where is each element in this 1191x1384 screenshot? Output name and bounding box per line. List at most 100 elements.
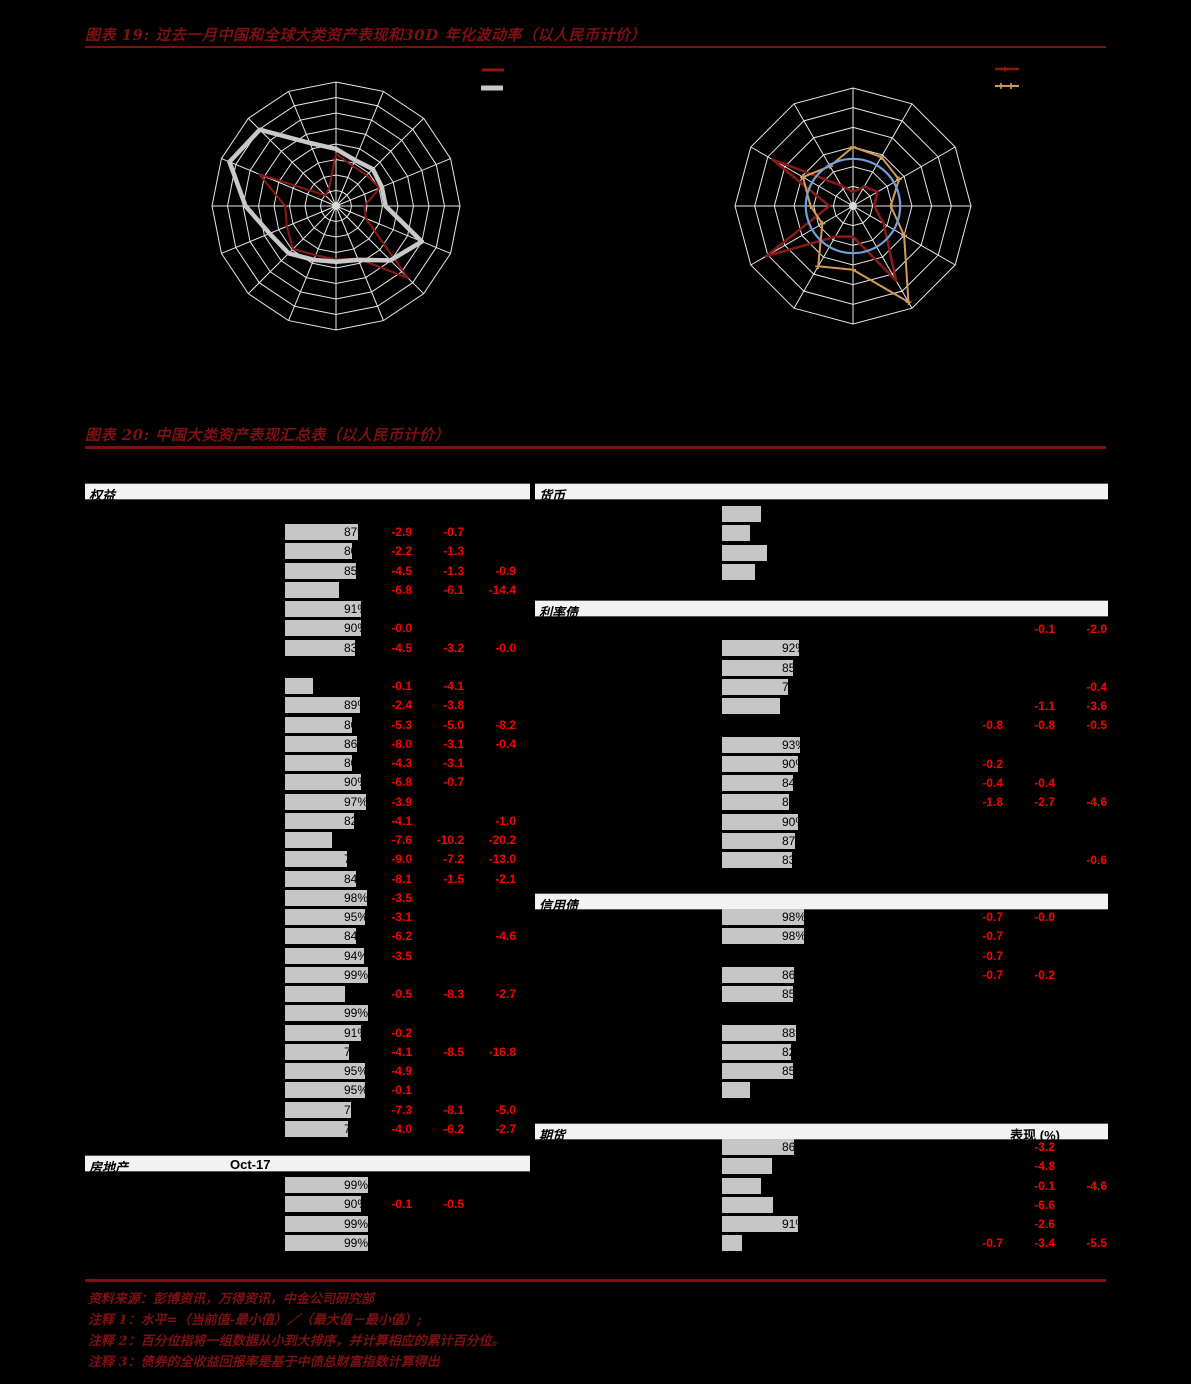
performance-value: -0.8 xyxy=(1034,718,1055,733)
section-header: 房地产 Oct-17 xyxy=(85,1155,530,1176)
percentile-bar: 91% xyxy=(285,1024,362,1041)
table-row: 85% xyxy=(535,658,1108,677)
performance-value: -0.8 xyxy=(982,718,1003,733)
table-row: -7.6 -10.2 -20.2 xyxy=(85,830,530,849)
percentile-bar: 90% xyxy=(285,1196,361,1213)
performance-value: -8.5 xyxy=(443,1044,464,1059)
performance-value: -2.6 xyxy=(1034,1217,1055,1231)
performance-value: -6.8 xyxy=(391,582,412,597)
performance-value: -14.4 xyxy=(488,582,516,597)
section-header: 信用债 xyxy=(535,893,1108,914)
percentile-bar: 85% xyxy=(722,1063,794,1079)
radar-spoke xyxy=(335,91,384,207)
percentile-label xyxy=(722,1197,773,1213)
table-row: 79% -0.4 xyxy=(535,677,1108,696)
table-row: 85% xyxy=(535,984,1108,1003)
percentile-label: 88% xyxy=(781,1025,796,1040)
section-label: 货币 xyxy=(539,489,566,504)
performance-value: -6.6 xyxy=(1034,1197,1055,1212)
percentile-label: 85% xyxy=(781,660,794,675)
percentile-label: 91% xyxy=(343,602,361,616)
percentile-bar: 91% xyxy=(285,601,362,617)
performance-value: -2.2 xyxy=(391,544,412,559)
plus-marker xyxy=(819,220,826,227)
percentile-label: 82% xyxy=(343,813,354,828)
percentile-bar: 75% xyxy=(285,1120,348,1137)
percentile-label xyxy=(285,986,345,1002)
percentile-bar: 79% xyxy=(285,1101,352,1118)
performance-value: -13.0 xyxy=(488,852,516,867)
table-row: 87% -2.9 -0.7 xyxy=(85,522,530,541)
percentile-label xyxy=(722,1082,750,1098)
table-row: 89% -2.4 -3.8 xyxy=(85,695,530,714)
performance-value: -0.5 xyxy=(1086,718,1107,733)
percentile-label: 84% xyxy=(781,776,793,790)
percentile-label: 84% xyxy=(343,871,356,886)
table-row: 83% -4.5 -3.2 -0.0 xyxy=(85,638,530,657)
percentile-bar xyxy=(722,563,755,580)
percentile-bar: 79% xyxy=(722,678,789,695)
percentile-bar: 84% xyxy=(285,870,356,887)
table-row: 91% xyxy=(85,599,530,618)
table-row: 99% xyxy=(85,1233,530,1252)
radar-spoke xyxy=(221,205,337,254)
section-label: 信用债 xyxy=(539,899,579,914)
performance-value: -0.5 xyxy=(443,1197,464,1212)
performance-value: -6.8 xyxy=(391,775,412,790)
percentile-bar: 98% xyxy=(285,889,368,906)
percentile-bar: 97% xyxy=(285,793,367,810)
percentile-label xyxy=(722,1178,761,1194)
performance-value: -5.3 xyxy=(391,717,412,732)
figure19-title: 图表 19: 过去一月中国和全球大类资产表现和30D 年化波动率（以人民币计价） xyxy=(85,26,646,44)
table-row: 88% xyxy=(535,1023,1108,1042)
table-row: 80% -1.8 -2.7 -4.6 xyxy=(535,792,1108,811)
percentile-label: 99% xyxy=(343,1178,368,1192)
performance-value: -0.4 xyxy=(982,776,1003,790)
table-row: 90% -0.0 xyxy=(85,618,530,637)
table-row: -0.7 xyxy=(535,946,1108,965)
table-row: 80% -4.3 -3.1 xyxy=(85,753,530,772)
table-row: -6.6 xyxy=(535,1195,1108,1214)
table-row: 84% -8.1 -1.5 -2.1 xyxy=(85,869,530,888)
percentile-bar xyxy=(285,986,345,1002)
performance-value: -4.6 xyxy=(1086,1178,1107,1193)
percentile-label: 98% xyxy=(781,929,805,944)
radar-spoke xyxy=(335,117,425,207)
performance-value: -2.7 xyxy=(495,1121,516,1136)
percentile-label: 80% xyxy=(343,756,352,770)
percentile-bar xyxy=(722,1235,743,1252)
source-note: 资料来源：彭博资讯，万得资讯，中金公司研究部 xyxy=(88,1292,375,1307)
percentile-bar: 85% xyxy=(285,562,357,579)
percentile-bar: 93% xyxy=(722,736,801,753)
plus-marker xyxy=(887,203,894,209)
table-row: 86% -8.0 -3.1 -0.4 xyxy=(85,734,530,753)
performance-value: -6.2 xyxy=(391,929,412,944)
radar-spoke xyxy=(335,205,425,295)
percentile-bar: 80% xyxy=(285,755,353,771)
radar-chart-volatility xyxy=(734,87,972,325)
percentile-label: 99% xyxy=(343,1235,368,1250)
section-label: 期货 xyxy=(539,1129,566,1144)
performance-value: -5.5 xyxy=(1086,1236,1107,1251)
percentile-bar xyxy=(285,581,339,598)
performance-value: -4.9 xyxy=(391,1064,412,1078)
radar-spoke xyxy=(288,205,337,321)
percentile-label: 87% xyxy=(781,833,796,848)
percentile-bar: 99% xyxy=(285,1005,369,1022)
table-row: -0.7 -3.4 -5.5 xyxy=(535,1233,1108,1252)
performance-value: -8.1 xyxy=(443,1102,464,1117)
percentile-bar: 90% xyxy=(722,813,798,830)
performance-value: -3.9 xyxy=(391,794,412,809)
note-2: 注释 2：百分位指将一组数据从小到大排序，并计算相应的累计百分位。 xyxy=(88,1334,505,1349)
performance-value: -1.0 xyxy=(495,813,516,828)
percentile-bar: 87% xyxy=(285,524,359,540)
radar-spoke xyxy=(852,205,913,309)
percentile-bar xyxy=(722,544,767,561)
table-row: 90% -0.1 -0.5 xyxy=(85,1194,530,1213)
percentile-label: 91% xyxy=(343,1025,361,1040)
percentile-label: 89% xyxy=(343,698,360,713)
performance-value: -2.0 xyxy=(1086,622,1107,636)
plus-marker xyxy=(905,299,912,306)
percentile-label: 90% xyxy=(343,621,361,636)
